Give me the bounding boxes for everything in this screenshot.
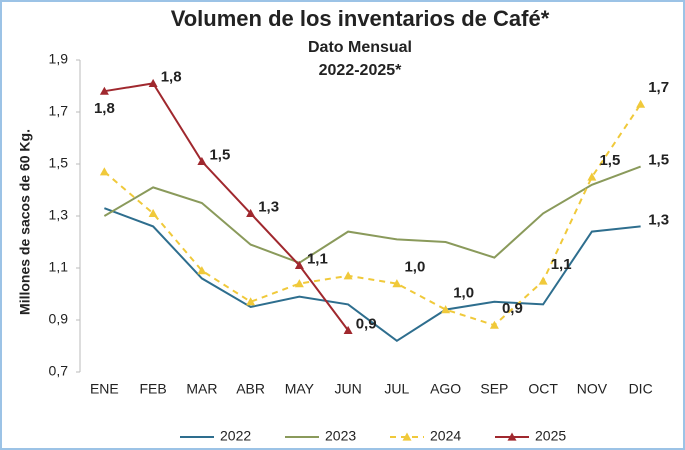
point-marker <box>587 172 597 181</box>
point-marker <box>294 279 304 288</box>
point-marker <box>148 208 158 217</box>
data-label: 1,1 <box>307 250 328 267</box>
y-tick-label: 1,3 <box>49 207 69 223</box>
data-label: 1,5 <box>599 152 620 169</box>
series-line <box>103 165 641 264</box>
data-label: 1,5 <box>209 146 230 163</box>
legend-label: 2022 <box>220 428 251 444</box>
data-label: 1,8 <box>161 68 182 85</box>
data-label: 0,9 <box>502 300 523 317</box>
series-line <box>103 103 642 327</box>
data-label: 0,9 <box>356 315 377 332</box>
point-marker <box>343 271 353 280</box>
point-marker <box>294 260 304 269</box>
x-tick-label: OCT <box>528 381 558 397</box>
data-label: 1,7 <box>648 79 669 96</box>
point-marker <box>99 167 109 176</box>
x-tick-label: MAY <box>285 381 315 397</box>
point-marker <box>392 279 402 288</box>
point-marker <box>343 325 353 334</box>
x-tick-label: FEB <box>140 381 167 397</box>
point-marker <box>489 320 499 329</box>
point-marker <box>148 78 158 87</box>
x-tick-label: AGO <box>430 381 461 397</box>
x-tick-label: JUL <box>384 381 409 397</box>
x-tick-label: NOV <box>577 381 608 397</box>
chart-subtitle: 2022-2025* <box>319 62 403 79</box>
y-tick-label: 1,7 <box>49 103 69 119</box>
x-tick-label: DIC <box>629 381 653 397</box>
data-label: 1,1 <box>551 256 572 273</box>
legend-marker <box>507 432 517 441</box>
x-tick-label: ABR <box>236 381 265 397</box>
y-tick-label: 0,7 <box>49 363 69 379</box>
x-tick-label: SEP <box>480 381 508 397</box>
point-marker <box>441 305 451 314</box>
point-marker <box>197 266 207 275</box>
legend-label: 2024 <box>430 428 461 444</box>
point-marker <box>246 208 256 217</box>
data-label: 1,3 <box>258 198 279 215</box>
y-tick-label: 0,9 <box>49 311 69 327</box>
series-line <box>104 82 349 331</box>
y-tick-label: 1,5 <box>49 155 69 171</box>
point-marker <box>538 276 548 285</box>
chart-title: Volumen de los inventarios de Café* <box>171 6 550 31</box>
point-marker <box>99 86 109 95</box>
data-label: 1,8 <box>94 100 115 117</box>
y-tick-label: 1,1 <box>49 259 69 275</box>
y-tick-label: 1,9 <box>49 51 69 67</box>
y-axis-label: Millones de sacos de 60 Kg. <box>17 129 33 315</box>
point-marker <box>636 99 646 108</box>
point-marker <box>246 297 256 306</box>
data-label: 1,3 <box>648 211 669 228</box>
series-line <box>104 207 641 343</box>
data-label: 1,0 <box>404 259 425 276</box>
legend-label: 2025 <box>535 428 566 444</box>
point-marker <box>197 156 207 165</box>
x-tick-label: ENE <box>90 381 119 397</box>
data-label: 1,5 <box>648 152 669 169</box>
x-tick-label: JUN <box>335 381 362 397</box>
chart-subtitle: Dato Mensual <box>308 39 412 56</box>
legend-marker <box>402 432 412 441</box>
data-label: 1,0 <box>453 285 474 302</box>
legend-label: 2023 <box>325 428 356 444</box>
x-tick-label: MAR <box>186 381 217 397</box>
